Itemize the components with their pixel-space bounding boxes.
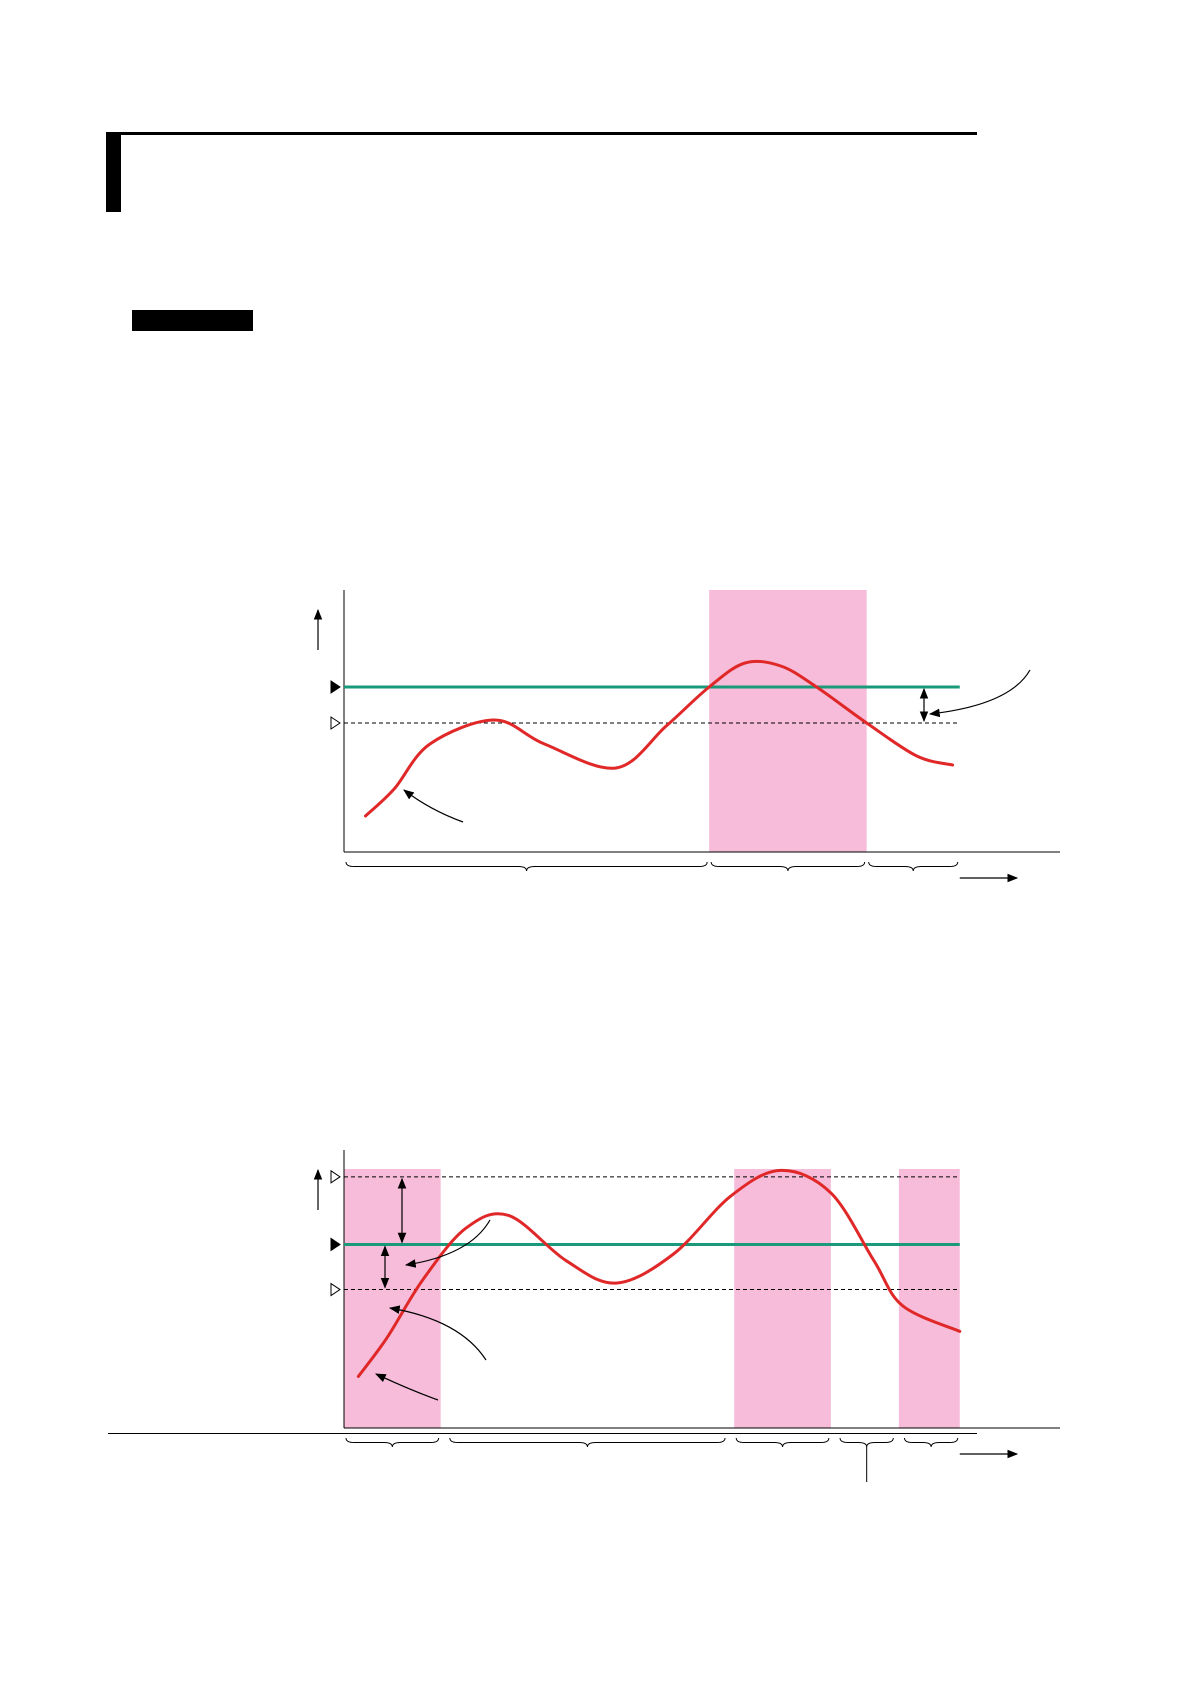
section-heading-box bbox=[132, 310, 253, 331]
time-segment-brace-2 bbox=[710, 861, 866, 872]
upper-hysteresis-callout-arrow bbox=[404, 1219, 491, 1268]
chapter-tab bbox=[106, 132, 121, 212]
time-segment-brace-2 bbox=[449, 1437, 726, 1448]
on-zone-band-1 bbox=[709, 590, 867, 852]
lower-threshold-marker bbox=[330, 1282, 341, 1297]
upper-threshold-marker bbox=[330, 1169, 341, 1184]
time-segment-brace-5 bbox=[903, 1437, 959, 1448]
diagram-2-dual-threshold bbox=[313, 1150, 1060, 1482]
time-segment-brace-3 bbox=[735, 1437, 830, 1448]
pv-callout-arrow bbox=[403, 789, 464, 823]
on-zone-band-3 bbox=[898, 1169, 960, 1428]
time-segment-brace-1 bbox=[345, 861, 708, 872]
hysteresis-callout-arrow bbox=[928, 669, 1031, 718]
footer-rule bbox=[108, 1433, 977, 1434]
diagram-1-single-threshold bbox=[313, 590, 1060, 883]
time-segment-brace-1 bbox=[345, 1437, 440, 1448]
process-value-curve bbox=[356, 1168, 962, 1378]
setpoint-marker bbox=[330, 1237, 341, 1252]
on-zone-band-1 bbox=[344, 1169, 441, 1428]
threshold-marker bbox=[330, 716, 341, 730]
header-rule bbox=[121, 132, 977, 135]
setpoint-marker bbox=[330, 680, 341, 694]
pv-callout-arrow bbox=[375, 1373, 439, 1401]
on-zone-band-2 bbox=[734, 1169, 831, 1428]
process-value-curve bbox=[363, 659, 955, 818]
time-segment-brace-3 bbox=[868, 861, 959, 872]
time-segment-brace-4 bbox=[839, 1437, 894, 1448]
lower-hysteresis-callout-arrow bbox=[388, 1305, 487, 1361]
